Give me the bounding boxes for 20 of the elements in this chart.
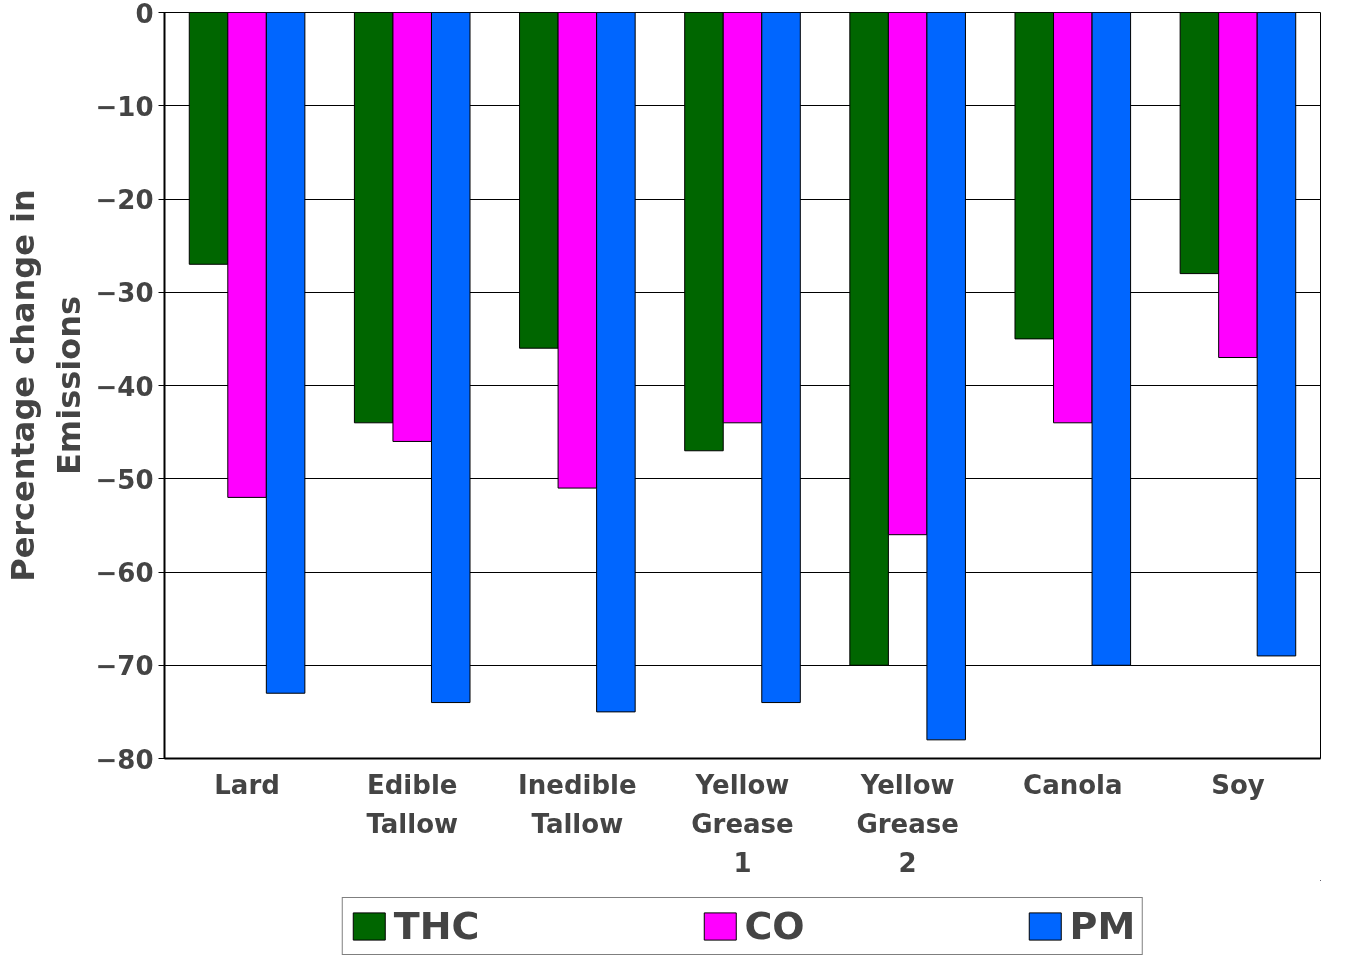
y-tick-label: −40	[95, 371, 154, 402]
y-tick-label: 0	[135, 0, 154, 29]
y-axis-title: Percentage change in Emissions	[3, 189, 88, 582]
x-tick-label: Canola	[1023, 769, 1123, 800]
y-tick-label: −50	[95, 464, 154, 495]
x-tick-label: Inedible Tallow	[518, 769, 637, 839]
legend-label: THC	[393, 904, 480, 948]
x-tick-label: Yellow Grease 2	[856, 769, 959, 878]
x-tick-label: Edible Tallow	[366, 769, 459, 839]
y-tick-label: −60	[95, 558, 154, 588]
x-tick-label: Soy	[1211, 769, 1265, 800]
y-tick-label: −80	[95, 744, 154, 775]
legend-label: CO	[744, 904, 805, 948]
y-tick-label: −10	[95, 91, 154, 122]
x-tick-label: Lard	[214, 769, 280, 800]
y-tick-label: −20	[95, 185, 154, 215]
y-tick-label: −30	[95, 278, 154, 309]
x-tick-label: Yellow Grease 1	[691, 769, 794, 878]
legend-label: PM	[1069, 904, 1136, 948]
y-tick-label: −70	[95, 651, 154, 682]
